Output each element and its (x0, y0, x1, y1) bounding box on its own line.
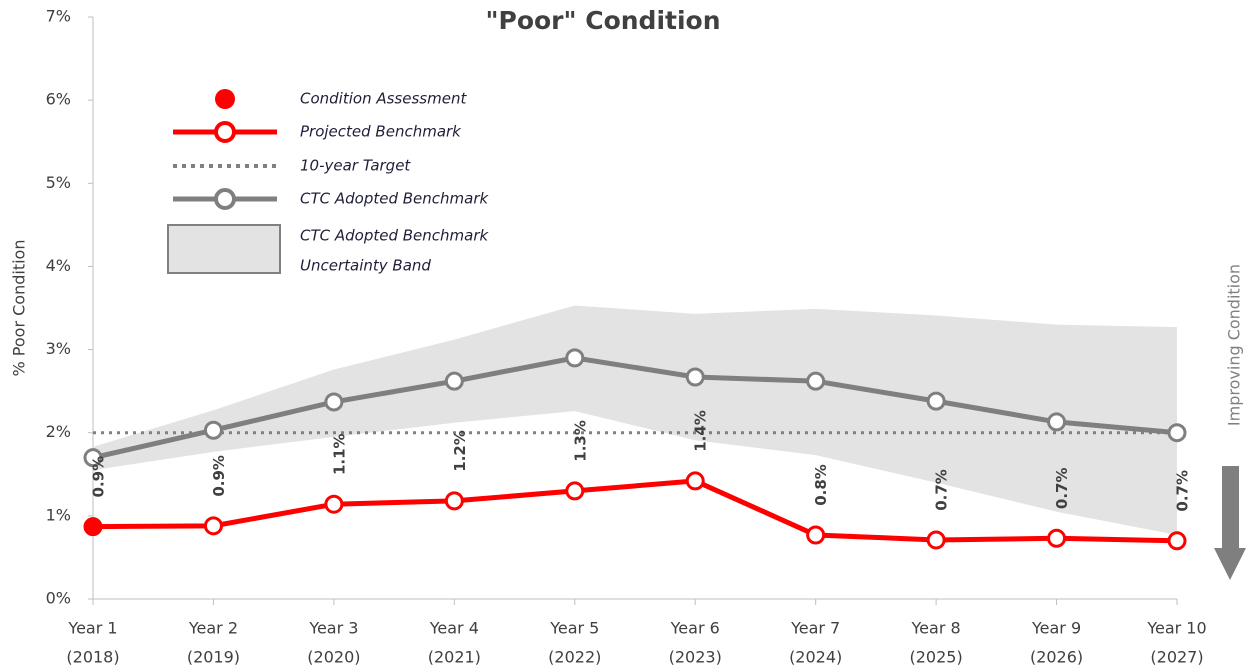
legend-marker (214, 188, 236, 210)
uncertainty-band (93, 305, 1177, 535)
x-tick-label: Year 6 (670, 619, 720, 638)
marker (84, 517, 102, 536)
marker (565, 348, 585, 368)
y-axis-label: % Poor Condition (10, 240, 29, 377)
chart-title: "Poor" Condition (485, 6, 720, 35)
data-label: 0.7% (1053, 468, 1071, 510)
legend-marker (214, 121, 236, 143)
data-label: 1.4% (692, 410, 710, 452)
x-tick-sublabel: (2018) (66, 648, 119, 667)
marker (324, 392, 344, 412)
marker (444, 371, 464, 391)
x-tick-sublabel: (2024) (789, 648, 842, 667)
x-tick-sublabel: (2027) (1150, 648, 1203, 667)
marker (685, 471, 705, 491)
marker (565, 481, 585, 501)
legend-band (167, 224, 281, 274)
marker (926, 530, 946, 550)
x-tick-sublabel: (2020) (307, 648, 360, 667)
x-tick-label: Year 3 (308, 619, 358, 638)
x-tick-label: Year 9 (1031, 619, 1081, 638)
x-tick-sublabel: (2021) (428, 648, 481, 667)
marker (1047, 412, 1067, 432)
marker (926, 391, 946, 411)
x-tick-sublabel: (2026) (1030, 648, 1083, 667)
y-tick-label: 4% (46, 256, 71, 275)
data-label: 0.7% (933, 469, 951, 511)
legend-label: CTC Adopted Benchmark (300, 227, 490, 245)
data-label: 1.3% (571, 420, 589, 462)
x-tick-label: Year 4 (429, 619, 479, 638)
improving-arrow (1214, 466, 1246, 580)
x-tick-label: Year 5 (549, 619, 599, 638)
marker (1047, 528, 1067, 548)
x-tick-label: Year 2 (188, 619, 238, 638)
legend-label: Condition Assessment (300, 90, 467, 108)
marker (203, 516, 223, 536)
y-tick-label: 7% (46, 7, 71, 26)
x-tick-sublabel: (2022) (548, 648, 601, 667)
legend-label: Uncertainty Band (300, 257, 431, 275)
marker (324, 494, 344, 514)
series-line (92, 478, 1178, 544)
data-label: 1.1% (330, 433, 348, 475)
x-tick-sublabel: (2019) (187, 648, 240, 667)
marker (1167, 423, 1187, 443)
y-tick-label: 0% (46, 589, 71, 608)
legend-label: 10-year Target (300, 157, 411, 175)
series-line (92, 355, 1178, 461)
marker (444, 491, 464, 511)
marker (83, 448, 103, 468)
data-label: 0.8% (812, 464, 830, 506)
y-tick-label: 1% (46, 505, 71, 524)
legend-label: CTC Adopted Benchmark (300, 190, 490, 208)
marker (806, 371, 826, 391)
x-tick-sublabel: (2025) (910, 648, 963, 667)
y-tick-label: 3% (46, 339, 71, 358)
marker (685, 367, 705, 387)
marker (1167, 531, 1187, 551)
data-label: 1.2% (451, 430, 469, 472)
x-tick-sublabel: (2023) (669, 648, 722, 667)
data-label: 0.7% (1174, 470, 1192, 512)
data-label: 0.9% (90, 456, 108, 498)
x-tick-label: Year 7 (790, 619, 840, 638)
legend-marker (215, 89, 235, 109)
y-tick-label: 5% (46, 173, 71, 192)
data-label: 0.9% (210, 455, 228, 497)
y-tick-label: 2% (46, 422, 71, 441)
legend-label: Projected Benchmark (300, 123, 462, 141)
x-tick-label: Year 8 (911, 619, 961, 638)
side-annotation: Improving Condition (1225, 264, 1244, 426)
marker (203, 420, 223, 440)
marker (806, 525, 826, 545)
x-tick-label: Year 1 (67, 619, 117, 638)
y-tick-label: 6% (46, 90, 71, 109)
x-tick-label: Year 10 (1146, 619, 1206, 638)
